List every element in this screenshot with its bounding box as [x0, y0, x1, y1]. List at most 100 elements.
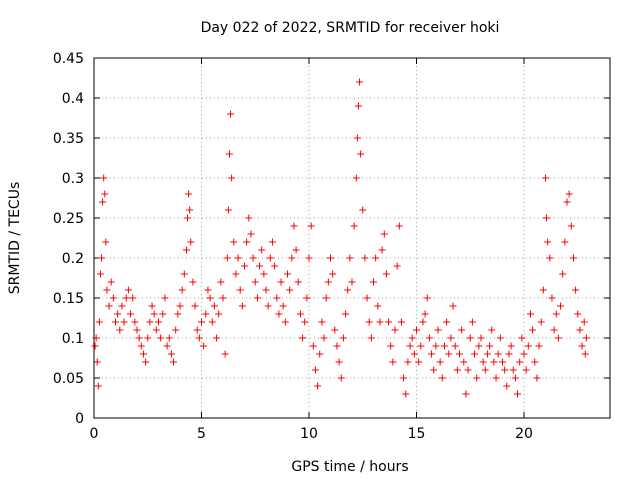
data-point	[348, 278, 356, 286]
data-point	[531, 358, 539, 366]
data-point	[436, 358, 444, 366]
data-point	[129, 294, 137, 302]
data-point	[354, 102, 362, 110]
data-point	[524, 342, 532, 350]
chart-title: Day 022 of 2022, SRMTID for receiver hok…	[201, 20, 500, 36]
data-point	[548, 294, 556, 302]
data-point	[393, 262, 401, 270]
data-point	[139, 350, 147, 358]
data-point	[112, 318, 119, 326]
data-point	[372, 254, 380, 262]
data-point	[299, 334, 307, 342]
data-point	[370, 278, 377, 286]
data-point	[380, 230, 388, 238]
data-point	[565, 190, 573, 198]
data-point	[99, 198, 107, 206]
data-point	[499, 358, 506, 366]
data-point	[133, 326, 141, 334]
data-point	[559, 270, 567, 278]
data-point	[473, 374, 481, 382]
data-point	[346, 254, 354, 262]
data-point	[335, 358, 343, 366]
plot-frame	[93, 57, 611, 419]
data-point	[385, 318, 393, 326]
data-point	[438, 374, 446, 382]
data-point	[146, 318, 154, 326]
data-points	[91, 78, 590, 398]
y-tick-label: 0.1	[62, 331, 84, 347]
data-point	[533, 374, 541, 382]
data-point	[213, 334, 221, 342]
data-point	[539, 286, 547, 294]
data-point	[511, 374, 519, 382]
grid-lines	[93, 58, 610, 418]
data-point	[460, 358, 468, 366]
data-point	[509, 366, 517, 374]
x-axis-label: GPS time / hours	[291, 459, 408, 475]
data-point	[260, 270, 268, 278]
data-point	[449, 302, 457, 310]
data-point	[176, 302, 184, 310]
data-point	[486, 342, 494, 350]
data-point	[178, 286, 186, 294]
data-point	[296, 310, 304, 318]
data-point	[557, 302, 565, 310]
data-point	[224, 206, 232, 214]
data-point	[382, 270, 390, 278]
y-tick-label: 0	[75, 411, 84, 427]
data-point	[266, 254, 274, 262]
data-point	[505, 350, 513, 358]
data-point	[542, 174, 549, 182]
data-point	[284, 270, 291, 278]
data-point	[466, 334, 474, 342]
data-point	[428, 350, 436, 358]
data-point	[189, 278, 197, 286]
data-point	[477, 334, 485, 342]
data-point	[294, 278, 302, 286]
data-point	[462, 390, 470, 398]
data-point	[204, 286, 212, 294]
data-point	[127, 310, 135, 318]
data-point	[397, 318, 405, 326]
data-point	[187, 238, 195, 246]
data-point	[400, 374, 408, 382]
data-point	[333, 342, 341, 350]
x-tick-label: 0	[90, 426, 99, 442]
data-point	[182, 246, 190, 254]
data-point	[228, 174, 236, 182]
data-point	[118, 302, 126, 310]
data-point	[144, 334, 152, 342]
data-point	[316, 350, 324, 358]
data-point	[208, 318, 216, 326]
data-point	[305, 254, 313, 262]
data-point	[395, 222, 403, 230]
data-point	[423, 294, 431, 302]
data-point	[378, 246, 386, 254]
data-point	[98, 254, 106, 262]
data-point	[221, 350, 229, 358]
data-point	[529, 326, 537, 334]
data-point	[496, 334, 504, 342]
data-point	[95, 318, 103, 326]
data-point	[419, 318, 427, 326]
data-point	[402, 390, 410, 398]
data-point	[479, 358, 487, 366]
data-point	[522, 366, 530, 374]
data-point	[430, 366, 438, 374]
axis-ticks: 0 5 10 15 20 0 0.05 0.1 0.15 0.2 0.25 0.3 0.35 0.4 0.4…	[53, 51, 610, 442]
data-point	[198, 318, 205, 326]
data-point	[163, 342, 171, 350]
data-point	[501, 366, 509, 374]
data-point	[268, 238, 276, 246]
data-point	[447, 334, 455, 342]
y-tick-label: 0.3	[62, 171, 84, 187]
data-point	[324, 278, 332, 286]
data-point	[432, 342, 440, 350]
data-point	[357, 150, 365, 158]
data-point	[288, 254, 296, 262]
data-point	[159, 310, 167, 318]
data-point	[537, 318, 545, 326]
data-point	[264, 302, 272, 310]
data-point	[387, 342, 395, 350]
